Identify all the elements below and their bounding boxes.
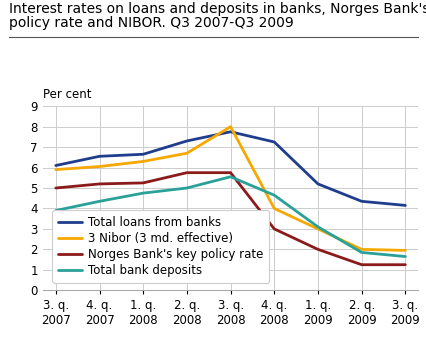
Text: policy rate and NIBOR. Q3 2007-Q3 2009: policy rate and NIBOR. Q3 2007-Q3 2009 [9,16,293,30]
Legend: Total loans from banks, 3 Nibor (3 md. effective), Norges Bank's key policy rate: Total loans from banks, 3 Nibor (3 md. e… [52,210,268,282]
Line: Total bank deposits: Total bank deposits [56,177,404,257]
Total loans from banks [315,182,320,186]
Norges Bank's key policy rate [315,247,320,251]
Total loans from banks [358,199,363,204]
3 Nibor (3 md. effective) [227,125,233,129]
3 Nibor (3 md. effective) [315,227,320,231]
Line: Total loans from banks: Total loans from banks [56,132,404,205]
Total loans from banks [402,203,407,207]
Text: Per cent: Per cent [43,88,91,101]
3 Nibor (3 md. effective) [402,248,407,252]
Total bank deposits [271,193,276,197]
Line: Norges Bank's key policy rate: Norges Bank's key policy rate [56,173,404,265]
Norges Bank's key policy rate [402,263,407,267]
Total bank deposits [315,225,320,229]
Norges Bank's key policy rate [271,227,276,231]
Total loans from banks [271,140,276,144]
3 Nibor (3 md. effective) [358,247,363,251]
3 Nibor (3 md. effective) [97,164,102,169]
Text: Interest rates on loans and deposits in banks, Norges Bank's key: Interest rates on loans and deposits in … [9,2,426,16]
Total loans from banks [184,139,189,143]
Total loans from banks [97,154,102,159]
Total loans from banks [53,164,58,168]
Total loans from banks [227,130,233,134]
Total loans from banks [140,152,145,156]
Total bank deposits [227,175,233,179]
Total bank deposits [184,186,189,190]
Total bank deposits [358,250,363,255]
Total bank deposits [140,191,145,195]
Total bank deposits [97,199,102,204]
3 Nibor (3 md. effective) [140,159,145,164]
3 Nibor (3 md. effective) [53,167,58,172]
Norges Bank's key policy rate [227,171,233,175]
Norges Bank's key policy rate [358,263,363,267]
Total bank deposits [402,255,407,259]
Norges Bank's key policy rate [140,181,145,185]
Line: 3 Nibor (3 md. effective): 3 Nibor (3 md. effective) [56,127,404,250]
Total bank deposits [53,209,58,213]
3 Nibor (3 md. effective) [271,206,276,211]
Norges Bank's key policy rate [184,171,189,175]
Norges Bank's key policy rate [97,182,102,186]
3 Nibor (3 md. effective) [184,151,189,155]
Norges Bank's key policy rate [53,186,58,190]
